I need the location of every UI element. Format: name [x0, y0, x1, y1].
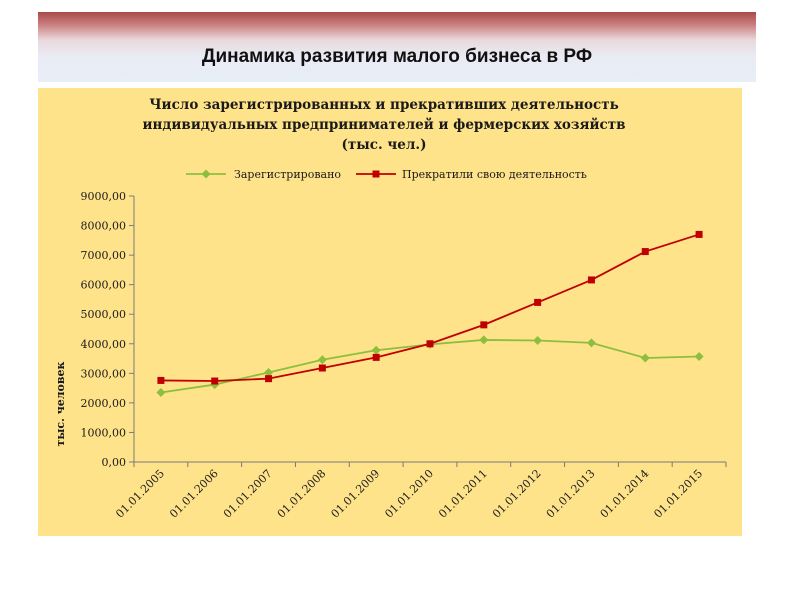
legend-item: Прекратили свою деятельность — [356, 168, 587, 181]
data-point — [694, 351, 704, 361]
data-point — [265, 375, 273, 383]
chart-panel: Число зарегистрированных и прекративших … — [38, 88, 742, 536]
y-tick-label: 3000,00 — [81, 367, 127, 380]
y-tick-label: 8000,00 — [81, 220, 127, 233]
y-tick-label: 5000,00 — [81, 308, 127, 321]
x-tick-label: 01.01.2005 — [113, 467, 167, 521]
series-2 — [157, 230, 703, 385]
chart-series — [156, 230, 704, 398]
line-chart: Число зарегистрированных и прекративших … — [54, 97, 727, 521]
legend-item: Зарегистрировано — [186, 168, 341, 181]
slide-header: Динамика развития малого бизнеса в РФ — [38, 12, 756, 82]
y-tick-label: 2000,00 — [81, 397, 127, 410]
data-point — [371, 345, 381, 355]
y-tick-label: 6000,00 — [81, 279, 127, 292]
data-point — [533, 336, 543, 346]
legend-label: Зарегистрировано — [234, 168, 341, 181]
chart-title-line-3: (тыс. чел.) — [342, 137, 427, 153]
chart-title-line-2: индивидуальных предпринимателей и фермер… — [143, 117, 626, 133]
y-tick-label: 9000,00 — [81, 190, 127, 203]
data-point — [211, 377, 219, 385]
x-tick-label: 01.01.2007 — [221, 467, 275, 521]
y-tick-label: 1000,00 — [81, 426, 127, 439]
data-point — [534, 298, 542, 306]
data-point — [479, 335, 489, 345]
x-tick-label: 01.01.2013 — [544, 467, 598, 521]
series-line — [160, 233, 700, 382]
x-tick-label: 01.01.2011 — [436, 467, 490, 521]
data-point — [586, 338, 596, 348]
x-tick-label: 01.01.2006 — [167, 467, 221, 521]
chart-axes: 0,00 1000,00 2000,00 3000,00 4000,00 5000,00 6… — [81, 190, 727, 521]
legend-label: Прекратили свою деятельность — [402, 168, 587, 181]
data-point — [640, 353, 650, 363]
legend-marker — [372, 170, 380, 178]
x-tick-label: 01.01.2008 — [275, 467, 329, 521]
x-tick-label: 01.01.2014 — [598, 467, 652, 521]
data-point — [587, 276, 595, 284]
x-tick-label: 01.01.2010 — [382, 467, 436, 521]
y-axis-label: тыс. человек — [54, 361, 67, 446]
data-point — [641, 248, 649, 256]
data-point — [156, 388, 166, 398]
chart-title-line-1: Число зарегистрированных и прекративших … — [149, 97, 619, 113]
data-point — [426, 340, 434, 348]
x-tick-label: 01.01.2009 — [329, 467, 383, 521]
data-point — [695, 230, 703, 238]
chart-title: Число зарегистрированных и прекративших … — [143, 97, 626, 153]
y-tick-label: 0,00 — [102, 456, 127, 469]
data-point — [317, 355, 327, 365]
y-tick-label: 7000,00 — [81, 249, 127, 262]
x-tick-label: 01.01.2012 — [490, 467, 544, 521]
slide-title: Динамика развития малого бизнеса в РФ — [201, 46, 593, 67]
legend-marker — [201, 169, 211, 179]
y-tick-label: 4000,00 — [81, 338, 127, 351]
data-point — [480, 321, 488, 329]
data-point — [372, 353, 380, 361]
chart-legend: Зарегистрировано Прекратили свою деятельн… — [186, 168, 587, 181]
x-tick-label: 01.01.2015 — [651, 467, 705, 521]
data-point — [264, 367, 274, 377]
data-point — [318, 364, 326, 372]
data-point — [157, 376, 165, 384]
